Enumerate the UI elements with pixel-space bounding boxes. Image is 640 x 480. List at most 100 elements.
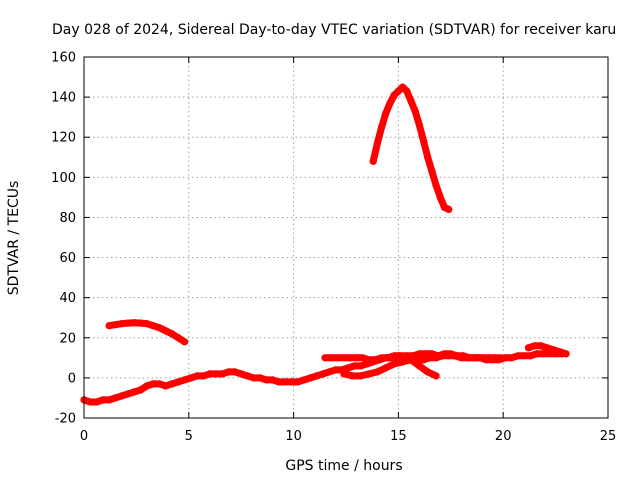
- data-point: [453, 352, 461, 360]
- data-point: [415, 121, 423, 129]
- data-point: [531, 342, 539, 350]
- data-point: [386, 99, 394, 107]
- data-point: [340, 370, 348, 378]
- data-point: [174, 334, 182, 342]
- data-point: [262, 376, 270, 384]
- data-point: [287, 378, 296, 386]
- data-point: [206, 370, 214, 378]
- data-point: [420, 356, 428, 364]
- data-point: [250, 374, 258, 382]
- data-point: [225, 368, 233, 376]
- data-point: [327, 354, 335, 362]
- data-point: [357, 372, 365, 380]
- data-point: [118, 392, 126, 400]
- data-point: [524, 344, 533, 352]
- data-point: [212, 370, 220, 378]
- data-point: [359, 354, 367, 362]
- data-point: [526, 352, 535, 360]
- data-point: [436, 193, 444, 201]
- y-tick-label: 80: [59, 211, 76, 226]
- data-point: [168, 380, 176, 388]
- data-point: [466, 354, 474, 362]
- data-point: [411, 107, 419, 115]
- data-point: [407, 97, 415, 105]
- series-dip-track: [340, 356, 440, 380]
- series-arc-early: [105, 319, 189, 346]
- data-point: [396, 352, 405, 360]
- data-point: [407, 356, 415, 364]
- data-point: [491, 354, 499, 362]
- series-arc-high: [369, 83, 453, 213]
- data-point: [357, 362, 365, 370]
- data-point: [369, 157, 377, 165]
- data-point: [539, 350, 547, 358]
- series-layer: [80, 83, 570, 406]
- data-point: [331, 366, 340, 374]
- data-point: [313, 372, 321, 380]
- y-axis-label: SDTVAR / TECUs: [6, 181, 22, 296]
- data-point: [447, 350, 455, 358]
- data-point: [352, 354, 361, 362]
- data-point: [162, 382, 170, 390]
- x-tick-label: 15: [390, 429, 407, 444]
- data-point: [382, 364, 390, 372]
- x-tick-label: 20: [495, 429, 512, 444]
- data-point: [556, 348, 564, 356]
- y-tick-label: 60: [59, 251, 76, 266]
- data-point: [111, 321, 119, 329]
- data-point: [86, 398, 94, 406]
- data-point: [99, 396, 107, 404]
- data-point: [105, 396, 113, 404]
- data-point: [432, 181, 440, 189]
- data-point: [420, 137, 428, 145]
- data-point: [231, 368, 239, 376]
- data-point: [181, 376, 189, 384]
- y-tick-label: 160: [51, 51, 76, 66]
- data-point: [294, 378, 302, 386]
- data-point: [130, 388, 138, 396]
- data-point: [371, 356, 379, 364]
- data-point: [321, 354, 329, 362]
- x-tick-label: 5: [185, 429, 193, 444]
- data-point: [543, 344, 551, 352]
- data-point: [514, 352, 522, 360]
- data-point: [193, 372, 201, 380]
- tick-labels: 0 5 10 15 20 25 -20 0 20 40 60 80 100 120 140 160: [51, 51, 616, 445]
- data-point: [562, 350, 570, 358]
- data-point: [199, 372, 208, 380]
- data-point: [472, 354, 480, 362]
- y-tick-label: 0: [68, 371, 76, 386]
- data-point: [350, 362, 358, 370]
- data-point: [348, 372, 356, 380]
- data-point: [137, 386, 145, 394]
- series-late-track: [524, 342, 570, 358]
- plot-frame: [83, 56, 609, 419]
- y-tick-label: -20: [55, 412, 76, 427]
- x-axis-label: GPS time / hours: [285, 458, 402, 474]
- data-point: [105, 322, 113, 330]
- data-point: [508, 354, 516, 362]
- data-point: [237, 370, 245, 378]
- data-point: [93, 398, 101, 406]
- y-tick-label: 100: [51, 171, 76, 186]
- data-point: [218, 370, 226, 378]
- data-point: [155, 324, 164, 332]
- data-point: [306, 374, 314, 382]
- data-point: [334, 354, 342, 362]
- data-point: [373, 368, 381, 376]
- data-point: [155, 380, 164, 388]
- data-point: [118, 320, 126, 328]
- data-point: [484, 354, 493, 362]
- data-point: [533, 350, 541, 358]
- data-point: [275, 378, 283, 386]
- data-point: [187, 374, 195, 382]
- data-point: [373, 139, 381, 147]
- data-point: [403, 87, 411, 95]
- data-point: [124, 319, 132, 327]
- data-point: [181, 338, 189, 346]
- data-point: [344, 364, 352, 372]
- data-point: [149, 322, 157, 330]
- data-point: [424, 153, 432, 161]
- y-tick-label: 120: [51, 131, 76, 146]
